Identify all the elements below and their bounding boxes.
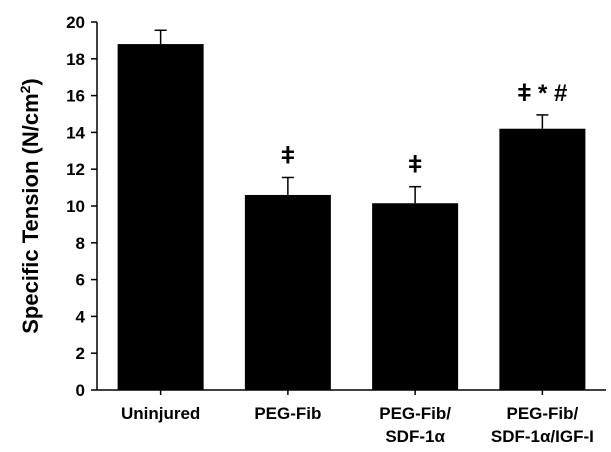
y-tick-label: 16 xyxy=(66,87,85,106)
x-category-label: PEG-Fib xyxy=(254,404,321,423)
x-category-label-line2: SDF-1α xyxy=(385,427,445,446)
error-bars xyxy=(154,29,549,204)
significance-marker: ǂ * # xyxy=(517,80,567,107)
y-axis-label-superscript: 2 xyxy=(17,85,33,93)
bar xyxy=(244,194,331,390)
y-tick-label: 20 xyxy=(66,13,85,32)
y-tick-label: 18 xyxy=(66,50,85,69)
y-tick-label: 6 xyxy=(76,271,85,290)
x-category-label-line2: SDF-1α/IGF-I xyxy=(491,427,594,446)
y-tick-label: 10 xyxy=(66,197,85,216)
y-axis-label: Specific Tension (N/cm2) xyxy=(17,78,43,334)
significance-marker: ǂ xyxy=(408,152,422,179)
bar xyxy=(117,44,204,391)
bars xyxy=(117,44,586,391)
bar xyxy=(499,128,586,390)
y-axis-label-main: Specific Tension (N/cm xyxy=(18,93,43,333)
y-tick-label: 2 xyxy=(76,344,85,363)
x-category-label: PEG-Fib/ xyxy=(506,404,578,423)
significance-markers: ǂ ǂ ǂ * # xyxy=(281,80,568,179)
x-category-label: PEG-Fib/ xyxy=(379,404,451,423)
x-axis: Uninjured PEG-Fib PEG-Fib/SDF-1α PEG-Fib/SD… xyxy=(97,389,606,446)
significance-marker: ǂ xyxy=(281,142,295,169)
y-axis-label-end: ) xyxy=(18,78,43,85)
y-tick-label: 4 xyxy=(76,307,86,326)
y-tick-label: 12 xyxy=(66,160,85,179)
y-tick-label: 8 xyxy=(76,234,85,253)
y-axis: 0 2 4 6 8 10 12 14 16 18 20 xyxy=(66,13,98,400)
y-tick-label: 14 xyxy=(66,123,85,142)
x-category-label: Uninjured xyxy=(121,404,200,423)
bar xyxy=(372,203,459,390)
y-tick-label: 0 xyxy=(76,381,85,400)
